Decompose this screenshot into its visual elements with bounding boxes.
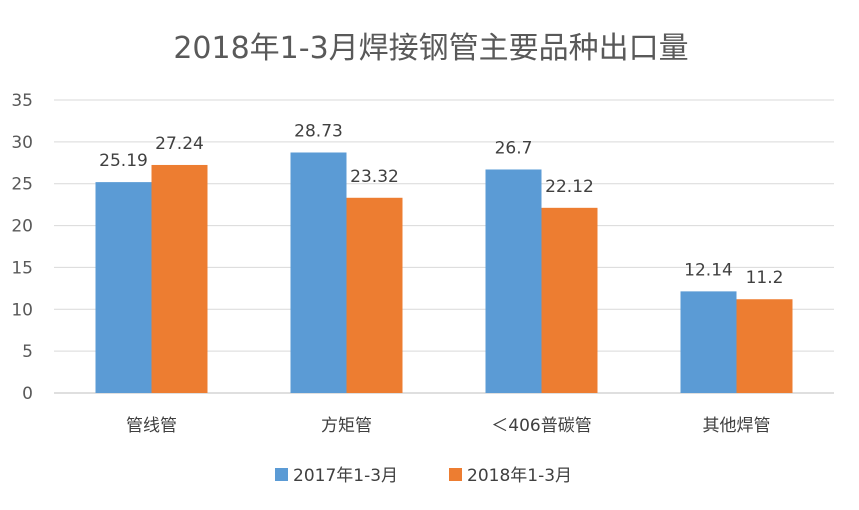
y-tick-label: 15	[11, 258, 33, 278]
x-category-label: ＜406普碳管	[491, 416, 591, 436]
bar-2017-2	[485, 169, 542, 393]
bar-2018-2	[541, 207, 598, 393]
data-label: 11.2	[746, 268, 784, 288]
data-label: 22.12	[545, 177, 594, 197]
x-category-label: 管线管	[126, 416, 177, 436]
bar-2018-0	[151, 164, 208, 393]
legend-label: 2017年1-3月	[293, 466, 398, 486]
y-tick-label: 30	[11, 133, 33, 153]
y-axis-ticks: 0 5 10 15 20 25 30 35	[11, 91, 33, 404]
y-tick-label: 0	[22, 384, 33, 404]
bars	[95, 152, 793, 393]
legend-swatch	[275, 468, 288, 481]
bar-2018-1	[346, 197, 403, 393]
legend-swatch	[449, 468, 462, 481]
y-tick-label: 20	[11, 217, 33, 237]
bar-2017-3	[680, 291, 737, 393]
bar-2017-1	[290, 152, 347, 393]
data-label: 25.19	[99, 151, 148, 171]
data-label: 12.14	[684, 260, 733, 280]
y-tick-label: 10	[11, 300, 33, 320]
x-category-label: 方矩管	[321, 416, 372, 436]
data-labels: 25.19 27.24 28.73 23.32 26.7 22.12 12.14 11.2	[99, 121, 783, 288]
x-axis-categories: 管线管 方矩管 ＜406普碳管 其他焊管	[126, 416, 771, 436]
chart-title: 2018年1-3月焊接钢管主要品种出口量	[173, 31, 688, 66]
bar-2018-3	[736, 299, 793, 393]
data-label: 28.73	[294, 121, 343, 141]
data-label: 23.32	[350, 167, 399, 187]
data-label: 26.7	[495, 138, 533, 158]
data-label: 27.24	[155, 134, 204, 154]
y-tick-label: 25	[11, 175, 33, 195]
y-tick-label: 35	[11, 91, 33, 111]
y-tick-label: 5	[22, 342, 33, 362]
bar-2017-0	[95, 182, 152, 393]
legend: 2017年1-3月 2018年1-3月	[275, 466, 572, 486]
legend-label: 2018年1-3月	[467, 466, 572, 486]
x-category-label: 其他焊管	[703, 416, 771, 436]
